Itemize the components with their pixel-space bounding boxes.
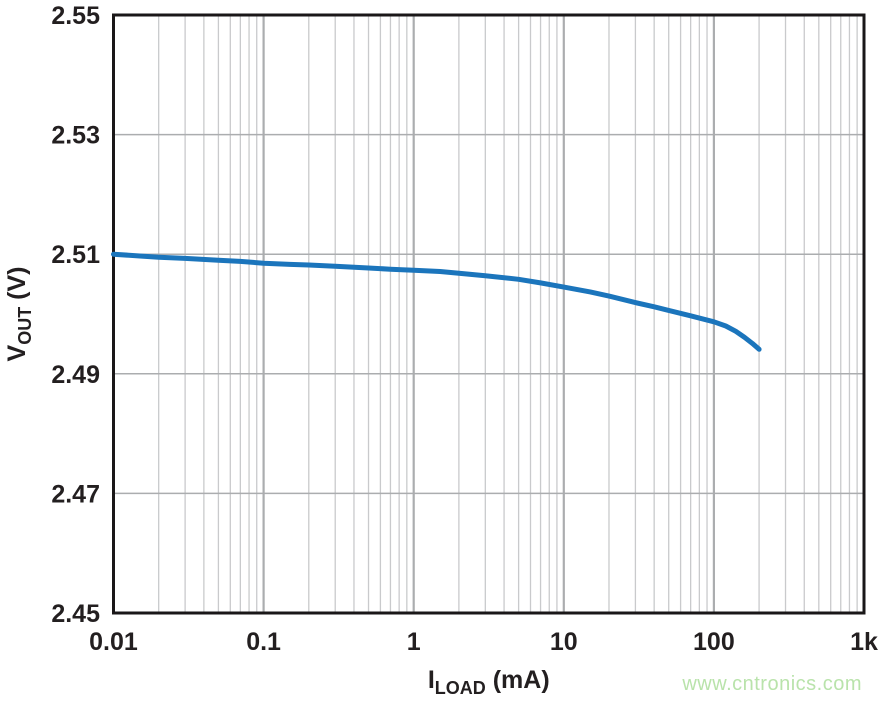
y-tick-label: 2.47 [51, 480, 100, 508]
y-axis-label: VOUT (V) [3, 267, 35, 362]
y-tick-label: 2.45 [51, 600, 100, 628]
vout-curve [111, 251, 762, 352]
x-tick-label: 0.01 [89, 628, 138, 656]
x-tick-label: 10 [550, 628, 578, 656]
x-tick-label: 1k [850, 628, 878, 656]
y-tick-label: 2.53 [51, 122, 100, 150]
plot-frame [112, 13, 866, 615]
x-tick-label: 100 [693, 628, 735, 656]
y-tick-label: 2.55 [51, 2, 100, 30]
x-tick-label: 1 [407, 628, 421, 656]
x-axis-label: ILOAD (mA) [428, 666, 550, 698]
y-tick-label: 2.49 [51, 361, 100, 389]
y-tick-label: 2.51 [51, 241, 100, 269]
watermark: www.cntronics.com [682, 673, 862, 695]
x-tick-label: 0.1 [246, 628, 281, 656]
